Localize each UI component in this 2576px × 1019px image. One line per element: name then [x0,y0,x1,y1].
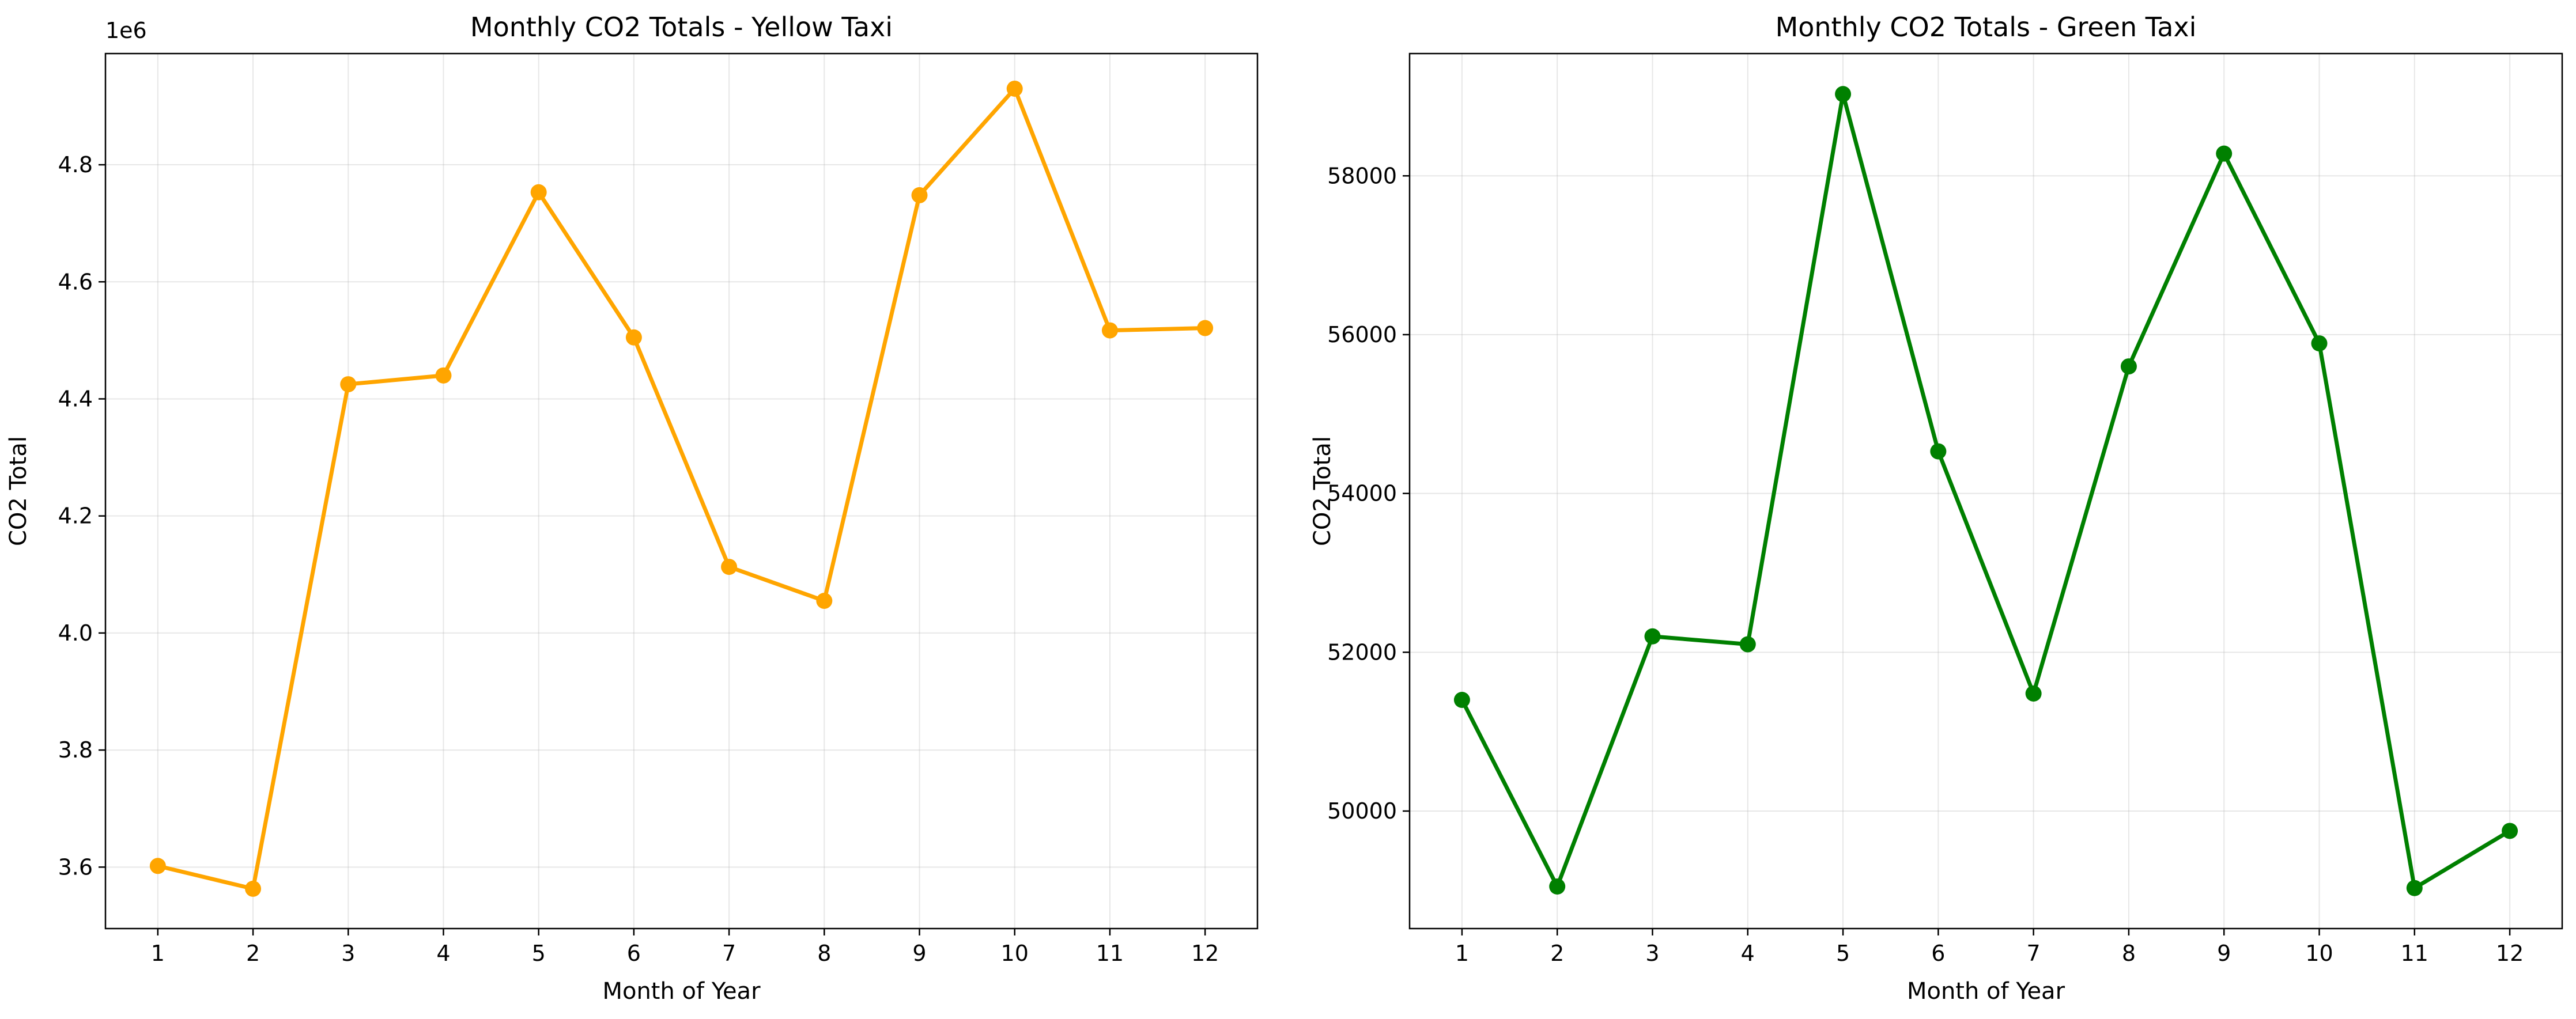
y-tick-label: 58000 [1327,163,1397,188]
data-point [625,329,642,346]
y-tick-label: 4.6 [58,269,93,294]
x-tick-label: 5 [532,941,546,966]
y-axis-label: CO2 Total [1309,436,1336,546]
data-point [245,880,262,897]
data-point [2311,335,2328,352]
y-tick-label: 54000 [1327,481,1397,506]
x-tick-label: 8 [2122,941,2136,966]
x-tick-label: 7 [2027,941,2041,966]
x-tick-label: 10 [1001,941,1029,966]
x-tick-label: 8 [817,941,831,966]
y-tick-label: 4.0 [58,620,93,646]
data-point [911,187,928,203]
y-tick-label: 50000 [1327,798,1397,824]
x-tick-label: 2 [1550,941,1564,966]
x-tick-label: 4 [1741,941,1755,966]
data-point [1453,692,1470,709]
data-point [149,858,166,874]
data-point [1006,80,1023,97]
data-point [340,376,357,393]
y-tick-label: 3.8 [58,737,93,763]
x-tick-label: 11 [2401,941,2428,966]
x-tick-label: 3 [341,941,355,966]
y-tick-label: 52000 [1327,639,1397,665]
x-tick-label: 7 [722,941,736,966]
x-tick-label: 10 [2305,941,2333,966]
data-point [816,593,833,609]
data-point [1549,878,1566,895]
y-axis-label: CO2 Total [5,436,32,546]
x-tick-label: 2 [246,941,260,966]
data-point [1835,86,1852,103]
x-tick-label: 3 [1645,941,1659,966]
x-tick-label: 9 [912,941,926,966]
x-tick-label: 4 [436,941,450,966]
x-tick-label: 5 [1836,941,1850,966]
data-point [2120,358,2137,375]
y-tick-label: 4.8 [58,152,93,177]
data-point [2502,823,2518,839]
data-point [2406,880,2423,896]
x-axis-label: Month of Year [602,978,761,1005]
chart-panel-1: 1 2 3 4 5 6 7 8 9 10 11 123.63.84.04.24.44.64.8Mont… [5,12,1259,1005]
data-point [2216,145,2233,162]
x-tick-label: 12 [1191,941,1219,966]
x-tick-label: 6 [627,941,641,966]
data-point [1197,320,1214,336]
data-point [1101,322,1118,339]
x-tick-label: 6 [1931,941,1945,966]
data-point [721,559,738,575]
chart-title: Monthly CO2 Totals - Green Taxi [1776,12,2197,43]
x-tick-label: 9 [2217,941,2231,966]
y-tick-label: 3.6 [58,854,93,880]
series-line [156,86,1207,891]
x-axis-label: Month of Year [1907,978,2065,1005]
x-tick-label: 1 [151,941,165,966]
series-line [1460,92,2512,891]
data-point [1930,443,1947,460]
x-tick-label: 1 [1455,941,1469,966]
data-point [530,184,547,200]
data-point [1739,636,1756,653]
y-tick-label: 56000 [1327,322,1397,347]
data-point [2025,685,2042,702]
chart-panel-2: 1 2 3 4 5 6 7 8 9 10 11 125000052000540005600058000… [1309,12,2563,1005]
x-tick-label: 12 [2496,941,2524,966]
plot-frame [1408,52,2563,930]
y-tick-label: 4.2 [58,503,93,529]
data-point [435,367,452,384]
y-tick-label: 4.4 [58,386,93,411]
chart-title: Monthly CO2 Totals - Yellow Taxi [470,12,893,43]
data-point [1644,628,1661,645]
plot-frame [104,52,1259,930]
y-offset-label: 1e6 [105,18,147,43]
x-tick-label: 11 [1096,941,1124,966]
